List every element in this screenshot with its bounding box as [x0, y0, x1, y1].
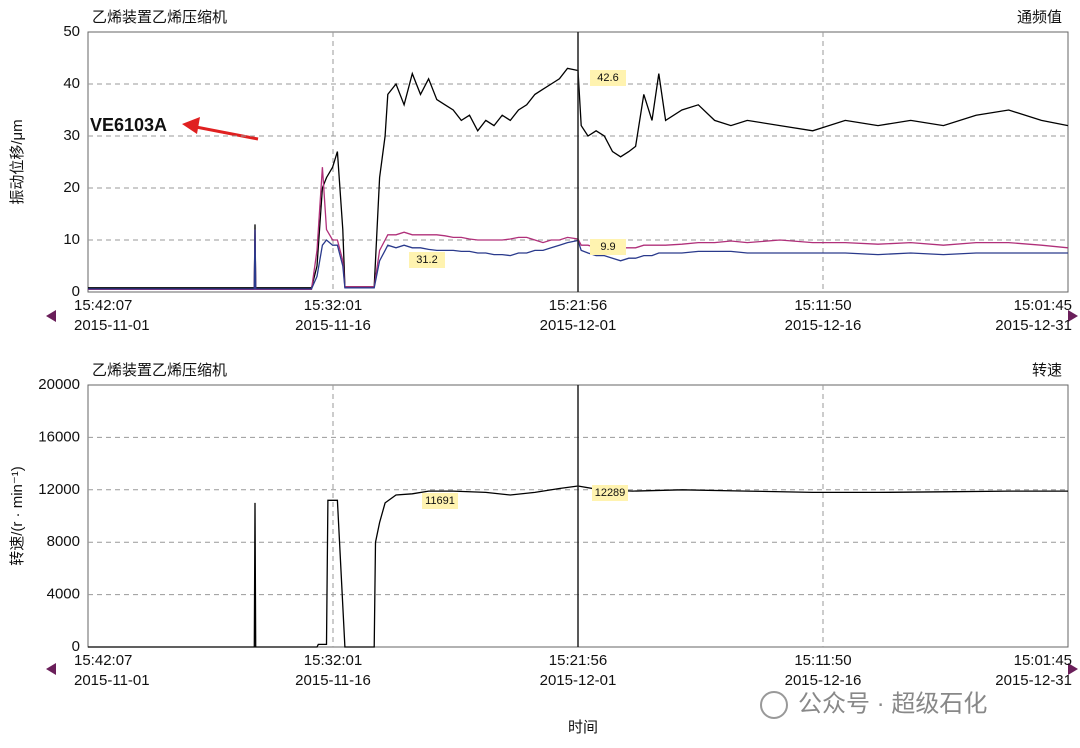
- x-tick-time: 15:21:56: [549, 297, 607, 314]
- y-tick-label: 20000: [38, 376, 80, 393]
- annotation: 11691: [425, 495, 455, 507]
- y-tick-label: 30: [63, 127, 80, 144]
- y-tick-label: 12000: [38, 481, 80, 498]
- x-tick-date: 2015-12-01: [540, 317, 617, 334]
- x-tick-time: 15:32:01: [304, 297, 362, 314]
- annotation-box: [590, 70, 626, 86]
- annotation-box: [590, 239, 626, 255]
- annotation: VE6103A: [90, 115, 167, 135]
- x-axis-label: 时间: [568, 719, 598, 736]
- y-tick-label: 0: [72, 638, 80, 655]
- x-tick-date: 2015-11-01: [74, 317, 150, 334]
- x-tick-date: 2015-11-01: [74, 672, 150, 689]
- annotation: 31.2: [416, 254, 437, 266]
- x-tick-date: 2015-11-16: [295, 317, 371, 334]
- chart-subtitle: 转速: [1032, 362, 1062, 379]
- x-tick-date: 2015-11-16: [295, 672, 371, 689]
- y-axis-label: 振动位移/μm: [9, 119, 26, 204]
- y-tick-label: 16000: [38, 428, 80, 445]
- x-tick-date: 2015-12-01: [540, 672, 617, 689]
- watermark-icon: [760, 691, 788, 719]
- scroll-right[interactable]: [1068, 310, 1078, 322]
- x-tick-date: 2015-12-16: [785, 672, 862, 689]
- annotation-box: [592, 485, 628, 501]
- annotation-box: [422, 493, 458, 509]
- scroll-left[interactable]: [46, 310, 56, 322]
- y-tick-label: 8000: [47, 533, 80, 550]
- annotation: 42.6: [597, 72, 618, 84]
- x-tick-time: 15:01:45: [1014, 297, 1072, 314]
- annotation-box: [409, 252, 445, 268]
- y-tick-label: 20: [63, 179, 80, 196]
- x-tick-time: 15:11:50: [794, 652, 851, 669]
- watermark: 公众号 · 超级石化: [798, 690, 987, 717]
- scroll-left[interactable]: [46, 663, 56, 675]
- y-axis-label: 转速/(r · min⁻¹): [9, 466, 26, 566]
- x-tick-time: 15:42:07: [74, 652, 132, 669]
- x-tick-date: 2015-12-31: [995, 672, 1072, 689]
- arrow: [195, 125, 259, 141]
- scroll-right[interactable]: [1068, 663, 1078, 675]
- x-tick-date: 2015-12-16: [785, 317, 862, 334]
- x-tick-time: 15:32:01: [304, 652, 362, 669]
- arrow-head: [182, 117, 200, 134]
- data-line: [88, 485, 1068, 648]
- annotation: 9.9: [600, 241, 615, 253]
- x-tick-time: 15:11:50: [794, 297, 851, 314]
- annotation: 12289: [595, 487, 626, 499]
- chart-title: 乙烯装置乙烯压缩机: [92, 9, 227, 26]
- y-tick-label: 50: [63, 23, 80, 40]
- x-tick-time: 15:01:45: [1014, 652, 1072, 669]
- chart-subtitle: 通频值: [1017, 9, 1062, 26]
- x-tick-date: 2015-12-31: [995, 317, 1072, 334]
- y-tick-label: 0: [72, 283, 80, 300]
- y-tick-label: 4000: [47, 586, 80, 603]
- y-tick-label: 40: [63, 75, 80, 92]
- x-tick-time: 15:42:07: [74, 297, 132, 314]
- data-line: [88, 229, 1068, 290]
- chart-title: 乙烯装置乙烯压缩机: [92, 362, 227, 379]
- y-tick-label: 10: [63, 231, 80, 248]
- x-tick-time: 15:21:56: [549, 652, 607, 669]
